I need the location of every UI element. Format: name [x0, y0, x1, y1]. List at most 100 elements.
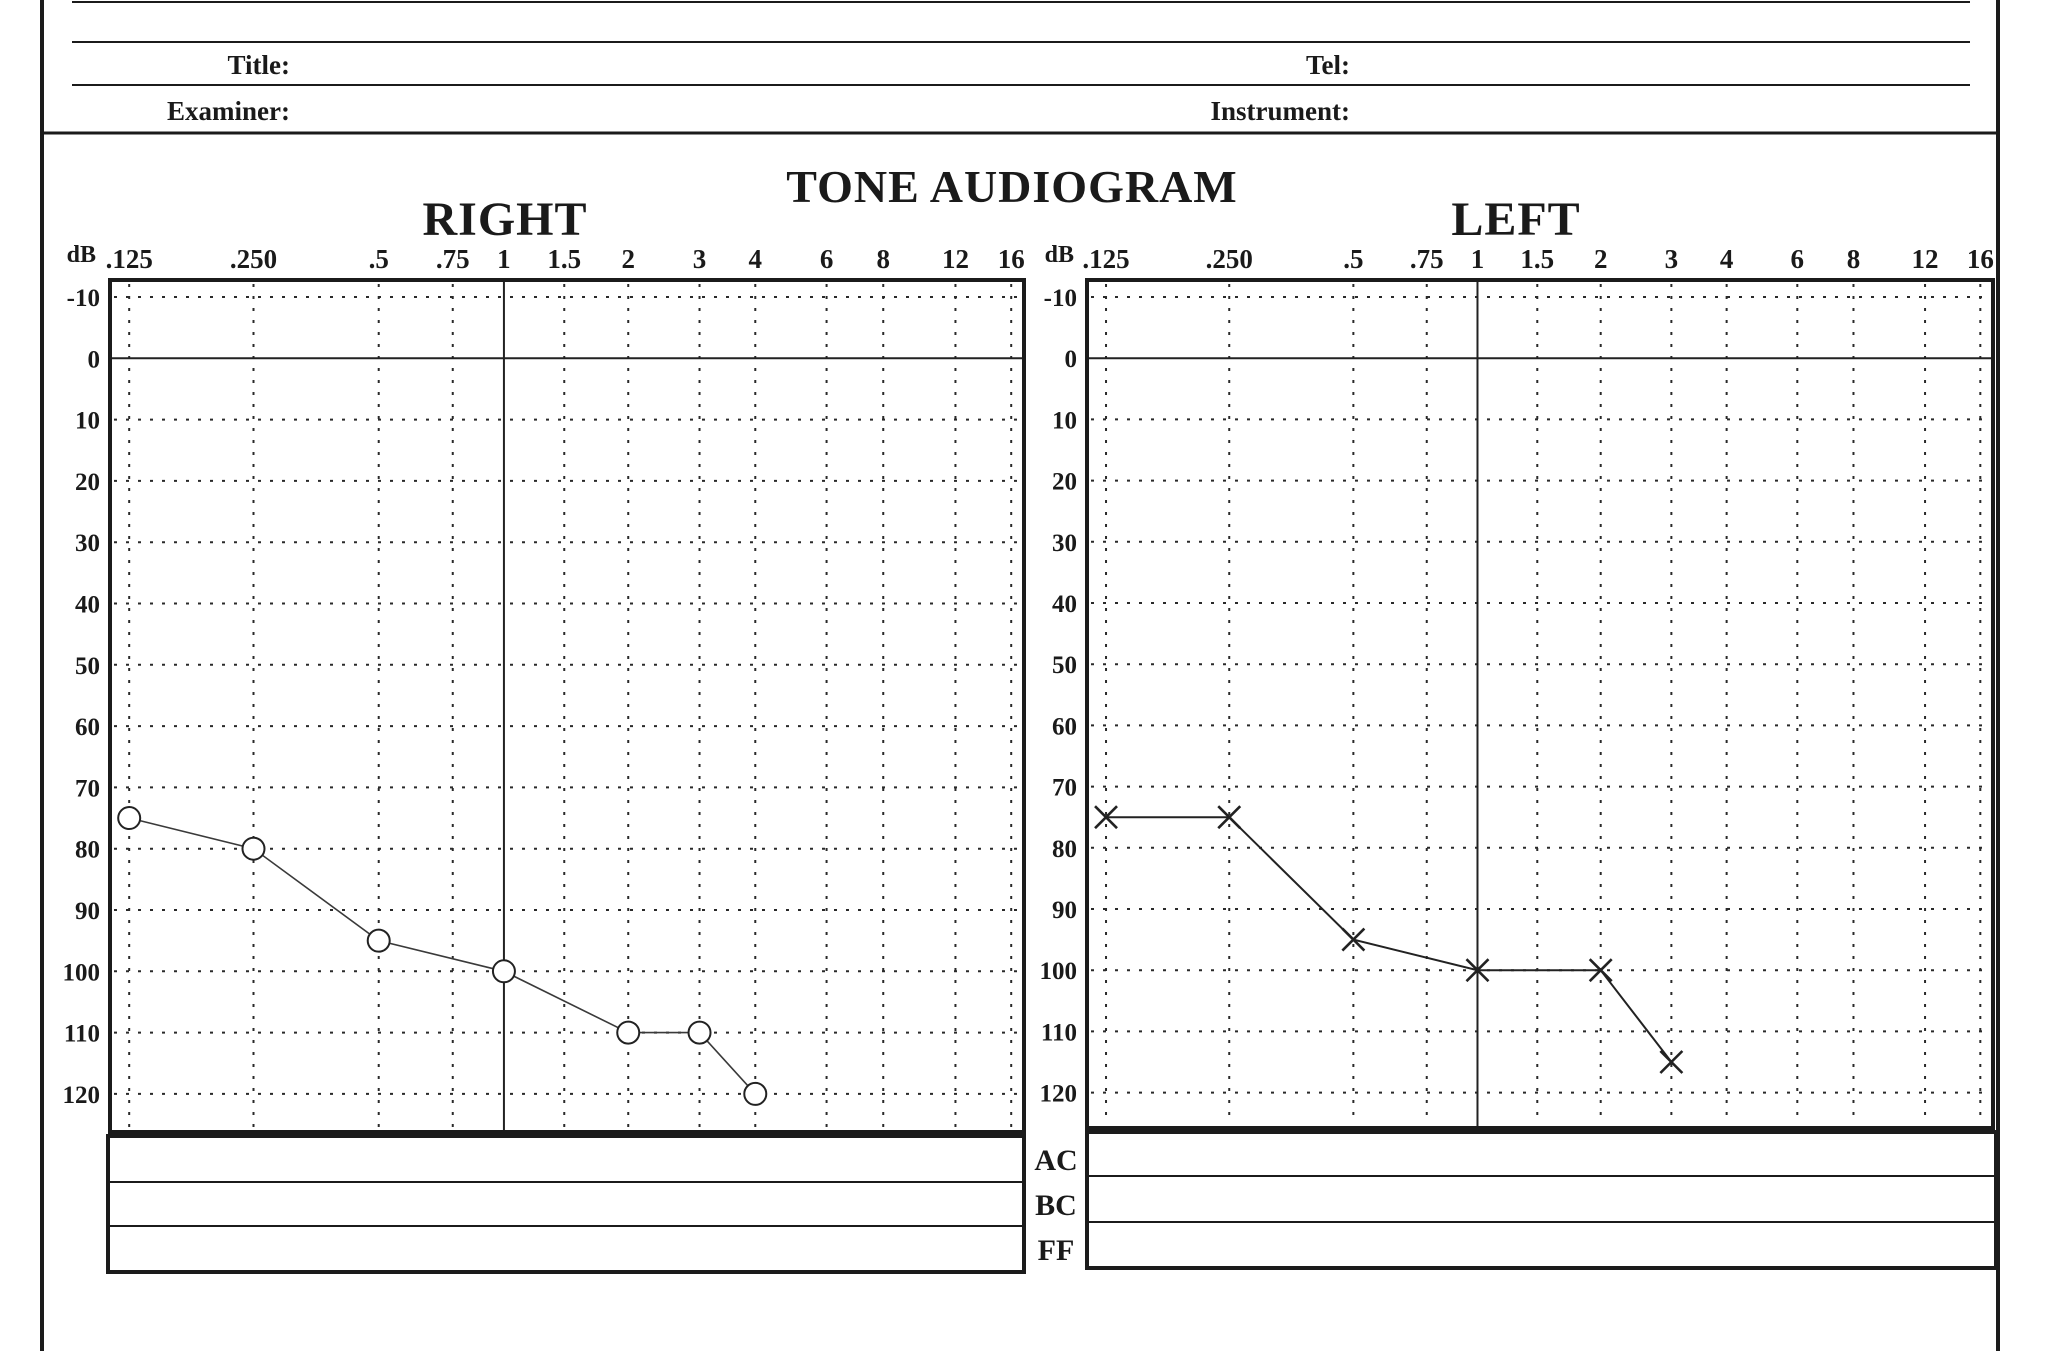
left-threshold-point: [1588, 958, 1613, 983]
left-frequency-label: .125: [1082, 244, 1129, 274]
left-grid: [1087, 280, 1993, 1128]
right-notes-table: [106, 1134, 1026, 1274]
right-db-label: 100: [63, 959, 101, 986]
legend-bc: BC: [1035, 1189, 1077, 1222]
right-db-label: -10: [67, 285, 100, 312]
left-db-labels: -10 0 10 20 30 40 50 60 70 80 90 100 110 120: [1040, 285, 1078, 1108]
left-frequency-label: 12: [1912, 244, 1939, 274]
right-db-label: 40: [75, 592, 100, 619]
left-frequency-label: 1: [1471, 244, 1485, 274]
right-db-label: 80: [75, 837, 100, 864]
left-threshold-line: [1106, 816, 1673, 1063]
right-threshold-line: [129, 817, 756, 1095]
right-db-label: 10: [75, 408, 100, 435]
right-threshold-point: [743, 1081, 768, 1106]
left-frequency-label: .75: [1410, 244, 1444, 274]
right-db-label: 30: [75, 530, 100, 557]
right-frequency-label: 4: [749, 244, 763, 274]
left-db-label: 120: [1040, 1081, 1078, 1108]
title-field-label: Title:: [228, 50, 291, 80]
left-db-label: 50: [1052, 652, 1077, 679]
right-threshold-point: [117, 806, 142, 831]
left-db-label: 100: [1040, 958, 1078, 985]
left-plot-frame: [1085, 278, 1995, 1130]
left-threshold-point: [1341, 927, 1366, 952]
left-db-label: 70: [1052, 775, 1077, 802]
left-db-label: 80: [1052, 836, 1077, 863]
left-db-unit-label: dB: [1045, 242, 1074, 268]
right-db-label: 90: [75, 898, 100, 925]
right-threshold-point: [687, 1020, 712, 1045]
right-notes-frame: [106, 1134, 1026, 1274]
sheet-frame: [40, 0, 2000, 1351]
right-frequency-label: 8: [876, 244, 890, 274]
left-db-label: 0: [1065, 346, 1078, 373]
right-frequency-label: .125: [106, 244, 153, 274]
left-frequency-label: 3: [1665, 244, 1679, 274]
left-db-label: 110: [1041, 1019, 1077, 1046]
right-threshold-point: [241, 836, 266, 861]
right-frequency-label: .5: [369, 244, 389, 274]
right-db-label: 60: [75, 714, 100, 741]
right-db-label: 110: [64, 1021, 100, 1048]
left-threshold-point: [1659, 1050, 1684, 1074]
right-frequency-label: 2: [621, 244, 635, 274]
left-frequency-labels: .125 .250 .5 .75 1 1.5 2 3 4 6 8 12 16: [1082, 244, 1993, 274]
left-ear-audiogram: LEFT dB .125 .250 .5 .75 1 1.5 2 3 4 6 8 12 16 -10 0 1…: [1040, 193, 1998, 1270]
legend-ff: FF: [1038, 1234, 1075, 1267]
right-db-label: 120: [63, 1082, 101, 1109]
left-frequency-label: 6: [1791, 244, 1805, 274]
left-db-label: 10: [1052, 407, 1077, 434]
header-fields: Title: Tel: Examiner: Instrument:: [167, 50, 1350, 126]
instrument-field-label: Instrument:: [1211, 96, 1351, 126]
right-db-label: 20: [75, 469, 100, 496]
right-frequency-labels: .125 .250 .5 .75 1 1.5 2 3 4 6 8 12 16: [106, 244, 1025, 274]
right-frequency-label: 16: [998, 244, 1025, 274]
left-frequency-label: 2: [1594, 244, 1608, 274]
measurement-legend: AC BC FF: [1034, 1144, 1077, 1267]
left-db-label: -10: [1044, 285, 1077, 312]
left-db-label: 60: [1052, 713, 1077, 740]
right-db-label: 0: [88, 346, 101, 373]
right-db-label: 50: [75, 653, 100, 680]
examiner-field-label: Examiner:: [167, 96, 290, 126]
left-db-label: 90: [1052, 897, 1077, 924]
right-db-labels: -10 0 10 20 30 40 50 60 70 80 90 100 110 120: [63, 285, 101, 1109]
left-frequency-label: 1.5: [1520, 244, 1554, 274]
right-db-unit-label: dB: [67, 242, 96, 268]
left-frequency-label: 4: [1720, 244, 1734, 274]
left-notes-frame: [1085, 1130, 1998, 1270]
page-title: TONE AUDIOGRAM: [786, 161, 1237, 212]
left-notes-table: [1085, 1130, 1998, 1270]
right-threshold-point: [616, 1020, 641, 1045]
right-frequency-label: 1.5: [547, 244, 581, 274]
right-threshold-series: [117, 806, 768, 1106]
right-threshold-point: [366, 928, 391, 953]
left-db-label: 30: [1052, 530, 1077, 557]
left-threshold-point: [1465, 958, 1490, 983]
left-threshold-point: [1217, 805, 1242, 830]
left-db-label: 40: [1052, 591, 1077, 618]
right-frequency-label: 6: [820, 244, 834, 274]
tel-field-label: Tel:: [1306, 50, 1350, 80]
left-frequency-label: 16: [1967, 244, 1994, 274]
left-db-label: 20: [1052, 469, 1077, 496]
right-frequency-label: 12: [942, 244, 969, 274]
right-db-label: 70: [75, 775, 100, 802]
left-frequency-label: .250: [1206, 244, 1253, 274]
right-threshold-point: [491, 959, 516, 984]
right-grid: [110, 280, 1024, 1132]
right-ear-audiogram: RIGHT dB .125 .250 .5 .75 1 1.5 2 3 4 6 8 12 16 -10 0…: [63, 193, 1026, 1274]
right-frequency-label: 1: [497, 244, 511, 274]
left-frequency-label: 8: [1847, 244, 1861, 274]
right-ear-title: RIGHT: [422, 193, 587, 246]
right-frequency-label: 3: [693, 244, 707, 274]
left-frequency-label: .5: [1343, 244, 1363, 274]
left-ear-title: LEFT: [1451, 193, 1580, 246]
right-frequency-label: .250: [230, 244, 277, 274]
legend-ac: AC: [1034, 1144, 1077, 1177]
left-threshold-series: [1094, 805, 1684, 1074]
left-threshold-point: [1094, 805, 1118, 830]
right-frequency-label: .75: [436, 244, 470, 274]
